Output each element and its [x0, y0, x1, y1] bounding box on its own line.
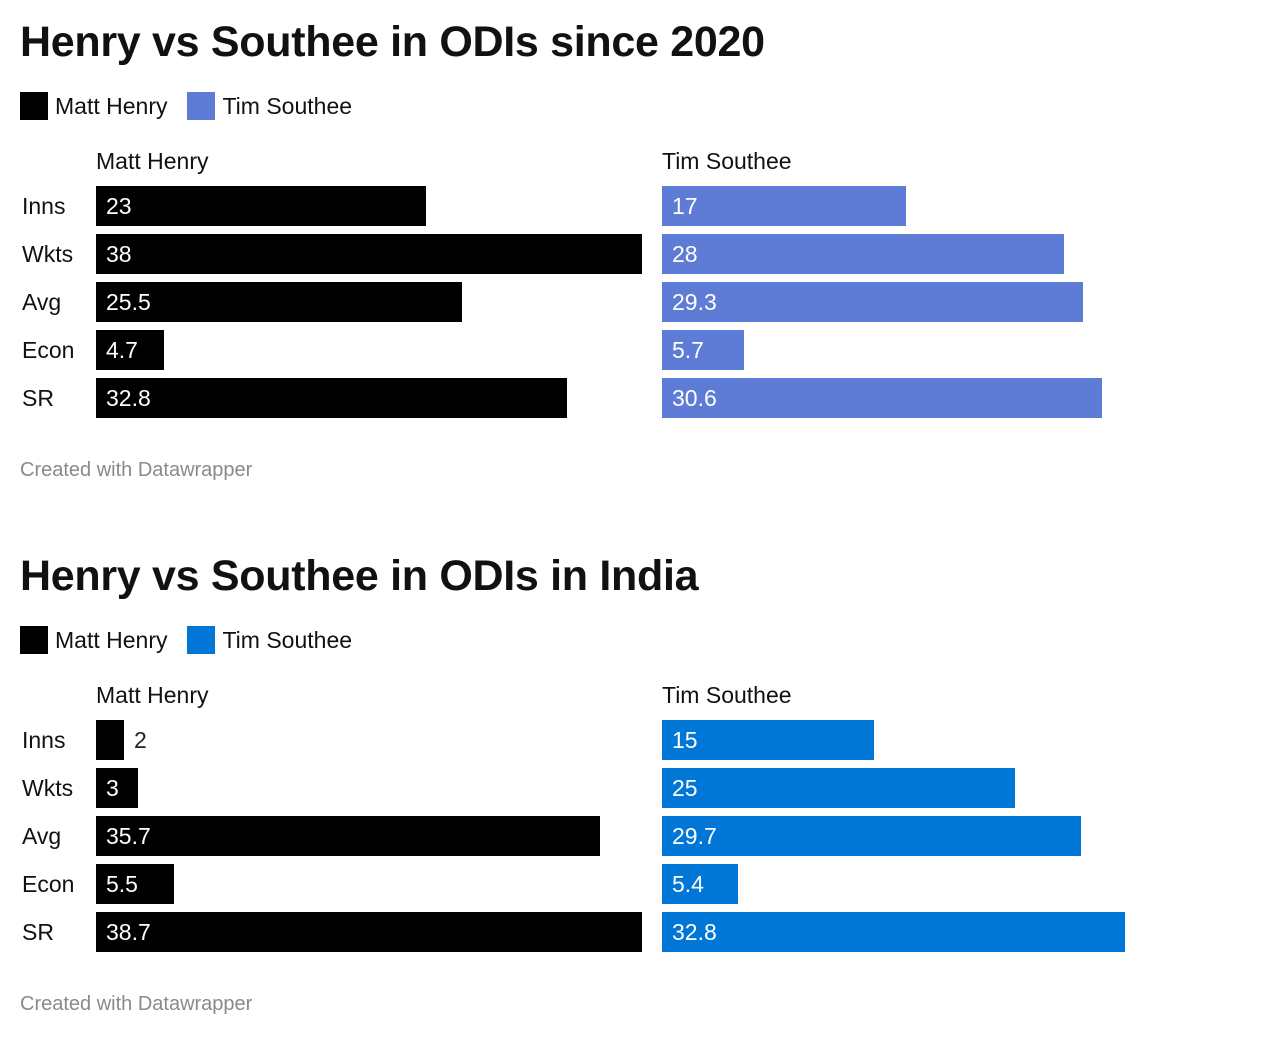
value-label: 5.4 [672, 871, 704, 897]
legend-label: Matt Henry [55, 626, 168, 653]
chart-1: Henry vs Southee in ODIs since 2020 Matt … [0, 0, 1272, 520]
row-label: Inns [22, 193, 66, 219]
bar [96, 186, 426, 226]
row-label: SR [22, 919, 54, 945]
bar [662, 768, 1015, 808]
bar [662, 282, 1083, 322]
value-label: 38.7 [106, 919, 151, 945]
legend-swatch [20, 92, 48, 120]
bar [96, 816, 600, 856]
column-header: Tim Southee [662, 148, 792, 174]
legend-item: Tim Southee [187, 626, 352, 654]
chart-title: Henry vs Southee in ODIs since 2020 [20, 18, 765, 66]
row-label: Inns [22, 727, 66, 753]
bar [662, 186, 906, 226]
value-label: 17 [672, 193, 698, 219]
bar [662, 816, 1081, 856]
bar [96, 864, 174, 904]
legend-item: Matt Henry [20, 626, 167, 654]
bar [662, 912, 1125, 952]
footer-credit: Created with Datawrapper [20, 993, 253, 1015]
bar [662, 720, 874, 760]
bar [96, 912, 642, 952]
bar [662, 378, 1102, 418]
legend-swatch [20, 626, 48, 654]
bar [96, 378, 567, 418]
footer-credit: Created with Datawrapper [20, 459, 253, 481]
value-label: 32.8 [106, 385, 151, 411]
bar [96, 282, 462, 322]
legend-label: Matt Henry [55, 92, 168, 119]
value-label: 25.5 [106, 289, 151, 315]
bar [662, 864, 738, 904]
value-label: 5.7 [672, 337, 704, 363]
value-label: 3 [106, 775, 119, 801]
value-label: 28 [672, 241, 698, 267]
value-label: 5.5 [106, 871, 138, 897]
column-header: Tim Southee [662, 682, 792, 708]
legend: Matt Henry Tim Southee [20, 626, 372, 654]
bar [96, 720, 124, 760]
legend-item: Matt Henry [20, 92, 167, 120]
bar [96, 234, 642, 274]
bar [96, 330, 164, 370]
value-label: 29.3 [672, 289, 717, 315]
value-label: 25 [672, 775, 698, 801]
row-label: Econ [22, 871, 75, 897]
legend-label: Tim Southee [222, 92, 353, 119]
row-label: Wkts [22, 241, 74, 267]
row-label: Econ [22, 337, 75, 363]
legend: Matt Henry Tim Southee [20, 92, 372, 120]
value-label: 32.8 [672, 919, 717, 945]
bar [662, 330, 744, 370]
column-header: Matt Henry [96, 682, 209, 708]
chart-title: Henry vs Southee in ODIs in India [20, 552, 699, 600]
value-label: 29.7 [672, 823, 717, 849]
value-label: 38 [106, 241, 132, 267]
row-label: Wkts [22, 775, 74, 801]
bar [662, 234, 1064, 274]
legend-swatch [187, 626, 216, 654]
value-label: 35.7 [106, 823, 151, 849]
value-label: 15 [672, 727, 698, 753]
value-label: 23 [106, 193, 132, 219]
bar [96, 768, 138, 808]
row-label: Avg [22, 289, 62, 315]
row-label: SR [22, 385, 54, 411]
row-label: Avg [22, 823, 62, 849]
column-header: Matt Henry [96, 148, 209, 174]
value-label: 2 [134, 727, 147, 753]
value-label: 30.6 [672, 385, 717, 411]
value-label: 4.7 [106, 337, 138, 363]
legend-label: Tim Southee [222, 626, 353, 653]
legend-item: Tim Southee [187, 92, 352, 120]
legend-swatch [187, 92, 216, 120]
chart-2: Henry vs Southee in ODIs in India Matt He… [0, 534, 1272, 1054]
